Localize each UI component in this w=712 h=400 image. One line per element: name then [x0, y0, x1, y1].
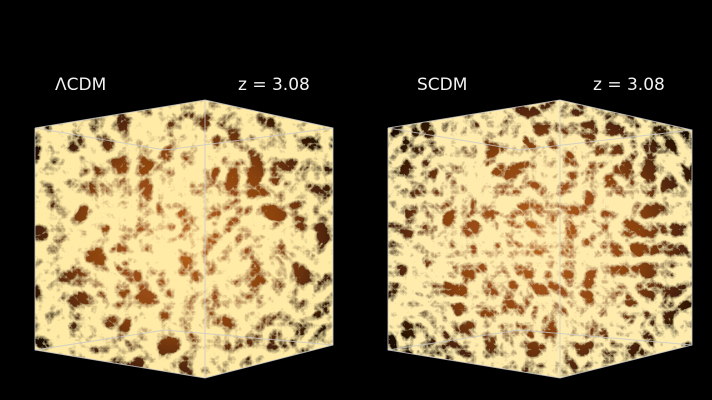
model-label: ΛCDM — [55, 75, 106, 95]
simulation-cube — [387, 99, 693, 379]
model-label: SCDM — [417, 75, 467, 95]
simulation-cube — [34, 99, 334, 379]
redshift-label: z = 3.08 — [593, 75, 665, 95]
redshift-label: z = 3.08 — [238, 75, 310, 95]
